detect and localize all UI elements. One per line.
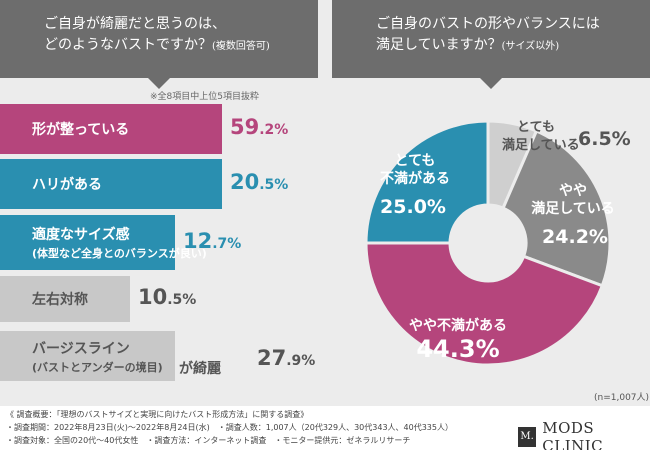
pie-label-1-line-1: とても	[517, 120, 555, 135]
footer: 《 調査概要：「理想のバストサイズと実現に向けたバスト形成方法」に関する調査》 …	[0, 406, 650, 450]
pie-value-3: 44.3%	[416, 335, 499, 363]
bar-label-1: 形が整っている	[32, 122, 130, 138]
left-header-line1: ご自身が綺麗だと思うのは、	[44, 16, 226, 32]
left-header-note: (複数回答可)	[212, 41, 270, 52]
pie-label-2-line-2: 満足している	[531, 200, 615, 217]
right-header: ご自身のバストの形やバランスには 満足していますか？(サイズ以外)	[332, 0, 650, 89]
pie-slice-3	[364, 241, 605, 367]
bar-5: バージスライン (バストとアンダーの境目)	[0, 331, 175, 381]
bar-sublabel-5: (バストとアンダーの境目)	[32, 360, 163, 374]
bar-2: ハリがある	[0, 159, 222, 209]
bar-value-3: 12.7%	[183, 228, 242, 253]
mods-clinic-logo: M. MODS CLINIC	[518, 419, 650, 450]
subset-note: ※全8項目中上位5項目抜粋	[150, 92, 259, 102]
bar-value-4: 10.5%	[138, 285, 197, 309]
bar-3: 適度なサイズ感 (体型など全身とのバランスが良い)	[0, 215, 207, 270]
bar-label-5: バージスライン	[32, 340, 130, 357]
right-header-note: (サイズ以外)	[501, 41, 560, 52]
pie-label-4-line-2: 不満がある	[380, 170, 450, 187]
pie-label-3-line-1: やや不満がある	[409, 317, 507, 334]
left-header: ご自身が綺麗だと思うのは、 どのようなバストですか？(複数回答可)	[0, 0, 318, 89]
bar-1: 形が整っている	[0, 104, 222, 154]
bar-value-5: 27.9%	[257, 346, 316, 370]
right-header-line1: ご自身のバストの形やバランスには	[376, 16, 600, 32]
sample-size-label: (n=1,007人)	[594, 393, 650, 403]
footer-line2: ・調査期間：2022年8月23日(火)～2022年8月24日(水) ・調査人数：…	[6, 423, 453, 432]
logo-text: MODS CLINIC	[542, 419, 604, 450]
right-header-line2: 満足していますか？	[376, 37, 502, 53]
bar-suffix-5: が綺麗	[179, 361, 221, 377]
left-header-title: ご自身が綺麗だと思うのは、 どのようなバストですか？(複数回答可)	[44, 14, 270, 57]
footer-line3: ・調査対象：全国の20代～40代女性 ・調査方法：インターネット調査 ・モニター…	[6, 436, 411, 445]
bar-sublabel-3: (体型など全身とのバランスが良い)	[32, 247, 207, 260]
left-header-line2: どのようなバストですか？	[44, 37, 212, 53]
bar-4: 左右対称	[0, 276, 130, 322]
pie-label-1-line-2: 満足している	[502, 137, 580, 153]
pie-label-2-line-1: やや	[559, 183, 587, 199]
pie-slice-4	[364, 119, 490, 245]
pie-value-2: 24.2%	[542, 226, 608, 248]
bar-label-2: ハリがある	[32, 177, 102, 193]
bar-label-3: 適度なサイズ感	[32, 227, 130, 243]
pie-value-1: 6.5%	[578, 128, 631, 150]
bar-value-1: 59.2%	[230, 115, 289, 139]
logo-mark: M.	[518, 427, 537, 447]
footer-line1: 《 調査概要：「理想のバストサイズと実現に向けたバスト形成方法」に関する調査》	[6, 410, 309, 419]
bar-label-4: 左右対称	[32, 292, 88, 308]
right-header-title: ご自身のバストの形やバランスには 満足していますか？(サイズ以外)	[376, 14, 600, 57]
pie-slice-2	[501, 129, 612, 288]
pie-label-4-line-1: とても	[395, 153, 436, 169]
pie-value-4: 25.0%	[380, 196, 446, 218]
bar-value-2: 20.5%	[230, 170, 289, 194]
pie-chart: とても満足している6.5%やや満足している24.2%やや不満がある44.3%とて…	[364, 119, 631, 367]
